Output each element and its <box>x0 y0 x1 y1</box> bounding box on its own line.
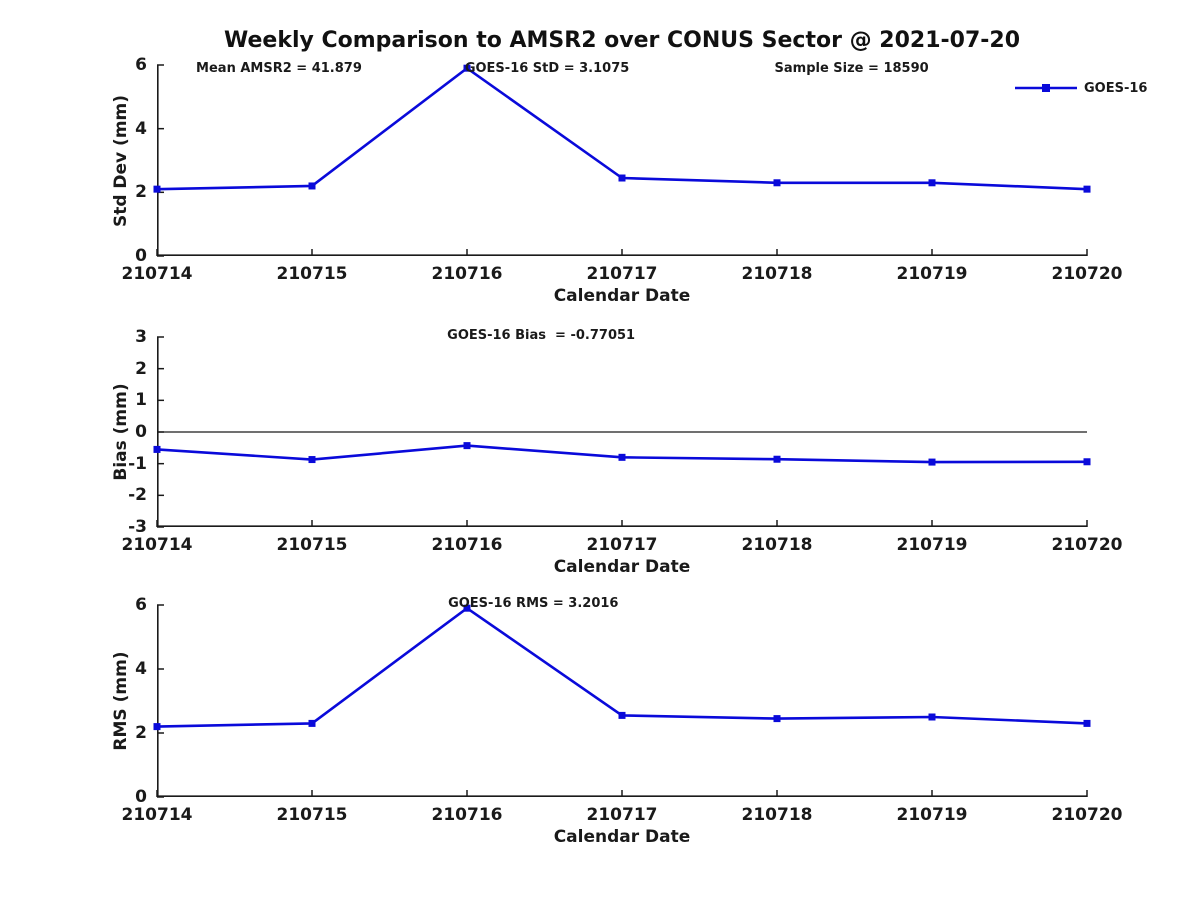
y-tick-label: 3 <box>135 327 147 347</box>
data-point-marker <box>618 711 626 719</box>
data-point-marker <box>1083 719 1091 727</box>
figure-title: Weekly Comparison to AMSR2 over CONUS Se… <box>224 28 1020 53</box>
data-point-marker <box>308 182 316 190</box>
y-tick-label: 6 <box>135 55 147 75</box>
y-axis-label: RMS (mm) <box>111 651 131 751</box>
data-point-marker <box>463 64 471 72</box>
legend-marker-icon <box>1042 84 1050 92</box>
data-point-marker <box>928 179 936 187</box>
annotation: GOES-16 Bias = -0.77051 <box>447 328 636 343</box>
legend-line-icon <box>1015 84 1077 92</box>
x-axis-label: Calendar Date <box>553 286 691 306</box>
y-tick-label: 2 <box>135 358 147 379</box>
x-tick-label: 210718 <box>741 805 813 825</box>
subplot-bias: 3 2 1 0 -1 -2 -3 210714 210715 210716 210717 210718… <box>111 327 1122 576</box>
x-tick-label: 210715 <box>276 805 348 825</box>
x-tick-label: 210717 <box>586 264 658 284</box>
x-tick-label: 210714 <box>121 805 193 825</box>
x-tick-label: 210718 <box>741 264 813 284</box>
annotation: Sample Size = 18590 <box>774 61 929 76</box>
x-tick-label: 210714 <box>121 264 193 284</box>
x-tick-label: 210715 <box>276 264 348 284</box>
x-tick-label: 210719 <box>896 805 968 825</box>
data-line <box>156 606 1088 728</box>
subplot-std-dev: 0 2 4 6 210714 210715 210716 210717 210718 210719… <box>111 55 1147 305</box>
plot-canvas <box>153 64 1091 257</box>
plot-canvas <box>153 336 1091 528</box>
y-tick-label: 4 <box>135 659 147 679</box>
x-tick-label: 210719 <box>896 535 968 555</box>
x-tick-label: 210717 <box>586 805 658 825</box>
data-point-marker <box>773 179 781 187</box>
x-tick-label: 210716 <box>431 535 503 555</box>
annotation: Mean AMSR2 = 41.879 <box>196 61 362 76</box>
data-point-marker <box>308 456 316 464</box>
y-tick-label: 2 <box>135 182 147 203</box>
x-tick-label: 210714 <box>121 535 193 555</box>
x-tick-label: 210718 <box>741 535 813 555</box>
data-point-marker <box>153 185 161 193</box>
legend: GOES-16 <box>1015 80 1148 96</box>
y-tick-label: 1 <box>135 390 147 411</box>
data-point-marker <box>618 174 626 182</box>
y-tick-label: 6 <box>135 595 147 615</box>
y-tick-label: 2 <box>135 723 147 743</box>
data-line <box>156 66 1088 191</box>
x-axis-label: Calendar Date <box>553 557 691 577</box>
x-tick-label: 210716 <box>431 805 503 825</box>
data-point-marker <box>928 458 936 466</box>
subplot-rms: 0 2 4 6 210714 210715 210716 210717 210718 210719… <box>111 595 1122 846</box>
y-tick-label: -1 <box>128 453 147 474</box>
data-point-marker <box>153 723 161 731</box>
x-tick-label: 210717 <box>586 535 658 555</box>
data-point-marker <box>153 445 161 453</box>
y-tick-label: 0 <box>135 246 147 266</box>
y-tick-label: 4 <box>135 118 147 139</box>
y-axis-label: Std Dev (mm) <box>111 94 131 227</box>
data-point-marker <box>463 442 471 450</box>
data-point-marker <box>618 453 626 461</box>
y-tick-label: -3 <box>128 517 147 537</box>
y-tick-label: 0 <box>135 787 147 807</box>
data-point-marker <box>1083 458 1091 466</box>
data-point-marker <box>1083 185 1091 193</box>
y-tick-label: 0 <box>135 422 147 442</box>
y-tick-label: -2 <box>128 485 147 506</box>
plot-canvas <box>153 604 1091 798</box>
data-point-marker <box>308 719 316 727</box>
legend-label: GOES-16 <box>1084 80 1148 96</box>
annotation: GOES-16 RMS = 3.2016 <box>448 596 619 611</box>
x-tick-label: 210719 <box>896 264 968 284</box>
y-axis-label: Bias (mm) <box>111 383 131 481</box>
x-tick-label: 210716 <box>431 264 503 284</box>
data-point-marker <box>773 455 781 463</box>
data-point-marker <box>928 713 936 721</box>
x-axis-label: Calendar Date <box>553 827 691 847</box>
annotation: GOES-16 StD = 3.1075 <box>464 61 630 76</box>
x-tick-label: 210720 <box>1051 535 1123 555</box>
x-tick-label: 210720 <box>1051 264 1123 284</box>
x-tick-label: 210715 <box>276 535 348 555</box>
data-point-marker <box>463 604 471 612</box>
x-tick-label: 210720 <box>1051 805 1123 825</box>
data-point-marker <box>773 715 781 723</box>
